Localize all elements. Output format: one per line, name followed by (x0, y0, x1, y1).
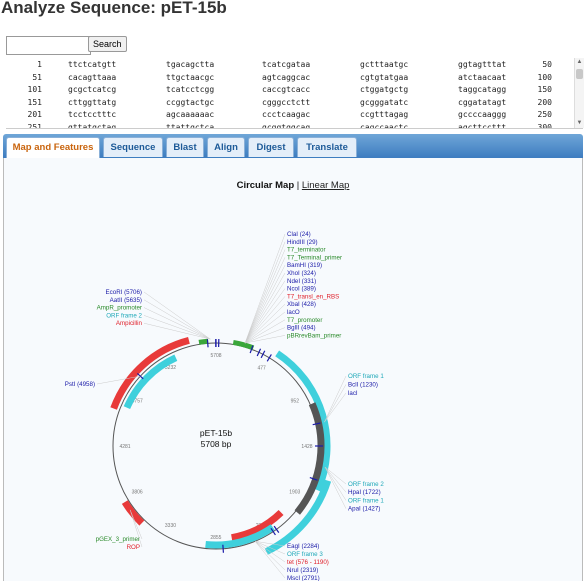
circular-map-label: Circular Map (236, 180, 295, 191)
sequence-chunk: gcgggatatc (360, 97, 409, 107)
sequence-chunk: ccctcaagac (262, 110, 311, 119)
sequence-chunk: gccccaaggg (458, 110, 507, 119)
sequence-chunk: tgacagctta (166, 60, 215, 69)
sequence-chunk: cgtgtatgaa (360, 72, 409, 82)
sequence-chunk: cggatatagt (458, 97, 507, 107)
sequence-row-start: 251 (27, 122, 42, 129)
search-button[interactable]: Search (88, 36, 127, 52)
sequence-row-end: 250 (537, 110, 552, 119)
sequence-chunk: ttgctaacgc (166, 72, 215, 82)
sequence-chunk: ggtagtttat (458, 60, 507, 69)
tab-translate[interactable]: Translate (297, 137, 357, 157)
sequence-chunk: atctaacaat (458, 72, 507, 82)
sequence-row: 151 cttggttatg ccggtactgc cgggcctctt gcgggat… (6, 98, 566, 110)
sequence-row-end: 150 (537, 85, 552, 94)
sequence-chunk: caccgtcacc (262, 85, 311, 94)
sequence-chunk: tcatcgataa (262, 60, 311, 69)
sequence-chunk: cagccaactc (360, 122, 409, 129)
scroll-down-icon[interactable]: ▼ (576, 120, 583, 126)
sequence-chunk: ttctcatgtt (68, 60, 117, 69)
map-view-separator: | (296, 180, 300, 191)
sequence-chunk: agcaaaaaac (166, 110, 215, 119)
sequence-row-start: 151 (27, 97, 42, 107)
sequence-row: 201 tcctcctttc agcaaaaaac ccctcaagac ccgttta… (6, 110, 566, 122)
sequence-row: 1 ttctcatgtt tgacagctta tcatcgataa gctttaatg… (6, 60, 566, 72)
sequence-chunk: ttattgctca (166, 122, 215, 129)
tab-bar: Map and Features Sequence Blast Align Di… (3, 134, 583, 158)
tab-align[interactable]: Align (207, 137, 245, 157)
sequence-row: 51 cacagttaaa ttgctaacgc agtcaggcac cgtgtatg… (6, 73, 566, 85)
sequence-row-start: 101 (27, 85, 42, 94)
sequence-chunk: taggcatagg (458, 85, 507, 94)
sequence-chunk: tcctcctttc (68, 110, 117, 119)
tab-digest[interactable]: Digest (248, 137, 294, 157)
sequence-chunk: gctttaatgc (360, 60, 409, 69)
sequence-chunk: gcgctcatcg (68, 85, 117, 94)
sequence-row-start: 201 (27, 110, 42, 119)
sequence-row-start: 51 (32, 72, 42, 82)
sequence-chunk: gttatgctag (68, 122, 117, 129)
sequence-row: 251 gttatgctag ttattgctca gcggtggcag cagccaa… (6, 122, 566, 129)
tab-sequence[interactable]: Sequence (103, 137, 163, 157)
sequence-chunk: agtcaggcac (262, 72, 311, 82)
map-view-switch: Circular Map | Linear Map (4, 180, 582, 191)
map-panel: Circular Map | Linear Map (3, 158, 583, 581)
sequence-row: 101 gcgctcatcg tcatcctcgg caccgtcacc ctggatg… (6, 85, 566, 97)
sequence-row-end: 300 (537, 122, 552, 129)
sequence-chunk: agcttccttt (458, 122, 507, 129)
sequence-row-start: 1 (37, 60, 42, 69)
sequence-chunk: ccggtactgc (166, 97, 215, 107)
sequence-row-end: 100 (537, 72, 552, 82)
page-title: Analyze Sequence: pET-15b (1, 0, 227, 17)
sequence-chunk: gcggtggcag (262, 122, 311, 129)
sequence-scrollbar[interactable]: ▲ ▼ (574, 58, 584, 128)
sequence-chunk: cgggcctctt (262, 97, 311, 107)
sequence-chunk: ctggatgctg (360, 85, 409, 94)
linear-map-link[interactable]: Linear Map (301, 180, 350, 191)
sequence-chunk: cacagttaaa (68, 72, 117, 82)
sequence-viewer[interactable]: 1 ttctcatgtt tgacagctta tcatcgataa gctttaatg… (6, 58, 583, 129)
sequence-row-end: 50 (542, 60, 552, 69)
scroll-thumb[interactable] (576, 69, 583, 79)
scroll-up-icon[interactable]: ▲ (576, 59, 583, 65)
search-input[interactable] (6, 36, 91, 55)
sequence-chunk: ccgtttagag (360, 110, 409, 119)
tab-blast[interactable]: Blast (166, 137, 204, 157)
tab-map-and-features[interactable]: Map and Features (6, 137, 100, 158)
sequence-chunk: tcatcctcgg (166, 85, 215, 94)
sequence-row-end: 200 (537, 97, 552, 107)
sequence-chunk: cttggttatg (68, 97, 117, 107)
